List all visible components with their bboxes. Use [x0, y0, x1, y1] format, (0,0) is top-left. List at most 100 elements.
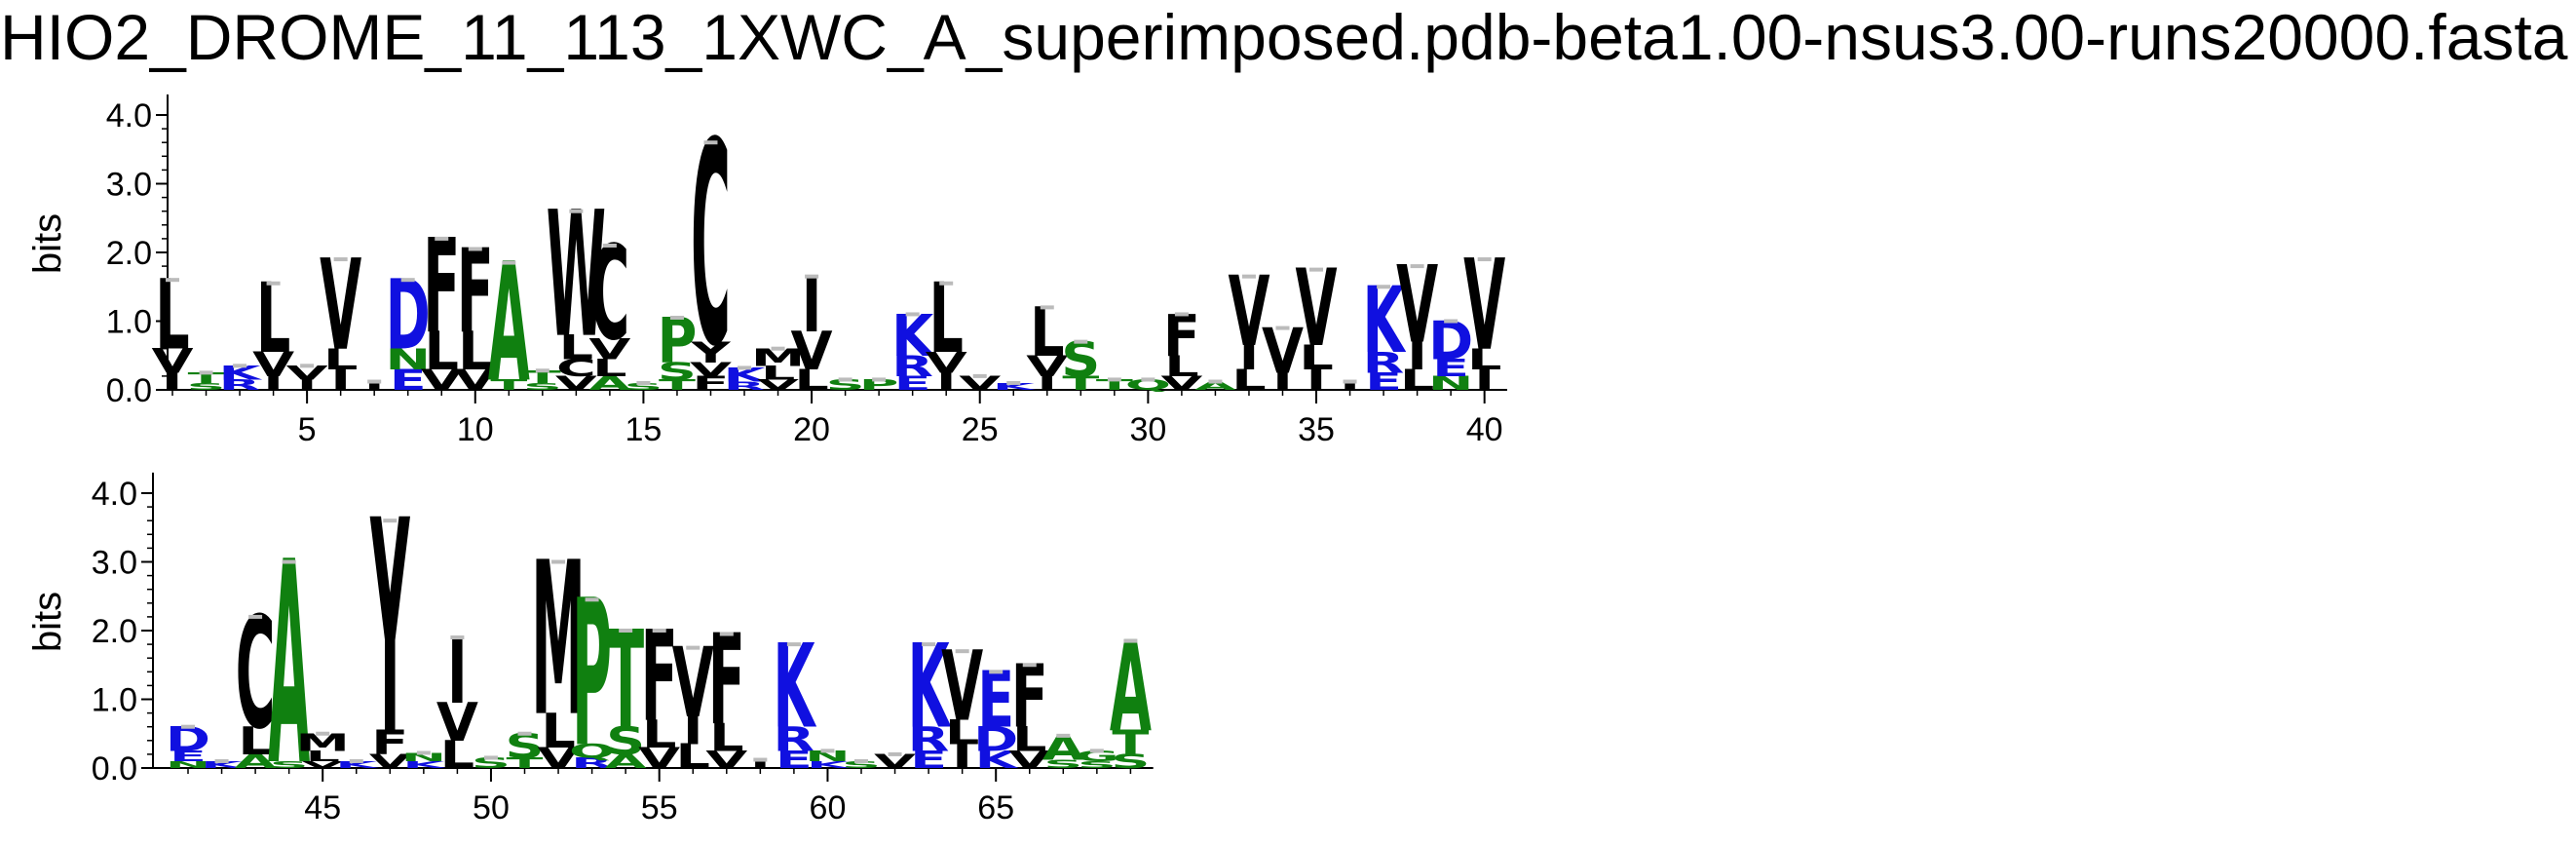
logo-letter-P: P — [572, 557, 612, 792]
logo-letter-S: S — [472, 754, 511, 771]
logo-letter-E: E — [894, 372, 931, 395]
logo-letter-L: L — [945, 712, 979, 751]
logo-letter-L: L — [458, 320, 492, 381]
error-bar — [416, 750, 431, 755]
logo-letter-V: V — [436, 691, 479, 752]
logo-letter-A: A — [588, 372, 631, 395]
error-bar — [282, 559, 296, 564]
error-bar — [450, 635, 465, 640]
error-bar — [266, 281, 281, 286]
logo-letter-V: V — [151, 341, 193, 380]
logo-letter-S: S — [842, 759, 881, 770]
x-tick-label: 25 — [962, 411, 999, 448]
logo-letter-S: S — [826, 376, 865, 393]
logo-letter-S: S — [606, 719, 645, 764]
error-bar — [1275, 326, 1290, 330]
logo-letter-L: L — [238, 719, 272, 764]
error-bar — [703, 140, 718, 145]
error-bar — [838, 377, 852, 382]
logo-letter-K: K — [219, 362, 263, 384]
error-bar — [1074, 339, 1088, 344]
x-tick-label: 10 — [457, 411, 494, 448]
logo-letter-I: I — [936, 368, 957, 397]
logo-letter-L: L — [794, 364, 828, 398]
logo-letter-V: V — [538, 742, 581, 776]
error-bar — [602, 243, 617, 248]
logo-letter-K: K — [993, 381, 1038, 392]
y-tick-label: 0.0 — [106, 372, 152, 409]
error-bar — [502, 260, 516, 265]
logo-letter-I: I — [447, 619, 468, 725]
logo-letter-L: L — [1299, 338, 1333, 377]
x-tick-label: 50 — [473, 789, 510, 826]
logo-letter-S: S — [624, 381, 663, 392]
logo-letter-L: L — [761, 362, 795, 384]
logo-letter-V: V — [690, 358, 733, 380]
logo-letter-L: L — [323, 343, 358, 377]
logo-letter-T: T — [1096, 376, 1133, 393]
error-bar — [316, 731, 330, 736]
logo-letter-L: L — [541, 704, 575, 759]
y-axis-label: bits — [26, 213, 69, 274]
logo-letter-I: I — [297, 376, 318, 393]
logo-letter-L: L — [425, 320, 459, 381]
error-bar — [1343, 379, 1357, 384]
logo-letter-I: I — [330, 364, 351, 398]
logo-letter-T: T — [607, 601, 644, 758]
logo-letter-N: N — [805, 748, 851, 764]
error-bar — [636, 380, 651, 385]
error-bar — [939, 281, 954, 286]
logo-letter-L: L — [1012, 719, 1046, 758]
logo-letter-L: L — [155, 260, 189, 372]
error-bar — [367, 379, 382, 384]
error-bar — [517, 731, 532, 736]
error-bar — [300, 364, 315, 368]
logo-letter-K: K — [201, 759, 246, 770]
logo-letter-V: V — [791, 320, 834, 381]
x-tick-label: 65 — [977, 789, 1014, 826]
logo-letter-N: N — [385, 343, 431, 377]
y-axis-label: bits — [26, 592, 69, 652]
logo-letter-C: C — [691, 83, 731, 407]
logo-letter-V: V — [926, 346, 968, 380]
logo-letter-P: P — [859, 376, 899, 393]
logo-letter-F: F — [423, 211, 460, 363]
logo-letter-S: S — [523, 381, 562, 392]
logo-letter-L: L — [592, 355, 626, 383]
error-bar — [383, 519, 398, 523]
logo-letter-E: E — [910, 747, 947, 775]
error-bar — [955, 649, 969, 654]
error-bar — [753, 757, 768, 762]
error-bar — [805, 274, 819, 279]
y-tick-label: 3.0 — [92, 545, 137, 582]
logo-letter-E: E — [390, 364, 427, 398]
error-bar — [854, 758, 868, 763]
logo-letter-I: I — [1474, 364, 1495, 398]
logo-letter-A: A — [1194, 379, 1236, 393]
logo-letter-A: A — [605, 750, 648, 773]
logo-letter-N: N — [1428, 372, 1474, 395]
error-bar — [333, 257, 348, 262]
logo-letter-A: A — [1110, 615, 1152, 760]
logo-letter-I: I — [802, 261, 822, 350]
logo-letter-V: V — [705, 747, 748, 775]
logo-letter-L: L — [642, 712, 676, 757]
y-tick-label: 4.0 — [106, 97, 152, 134]
logo-letter-S: S — [658, 358, 697, 386]
error-bar — [551, 559, 566, 564]
y-tick-label: 1.0 — [92, 682, 137, 719]
logo-letter-A: A — [488, 229, 530, 419]
logo-letter-I: I — [683, 709, 703, 753]
logo-letter-T: T — [490, 376, 527, 393]
error-bar — [905, 312, 920, 317]
error-bar — [1208, 379, 1223, 384]
y-tick-label: 2.0 — [106, 235, 152, 272]
error-bar — [669, 315, 684, 320]
error-bar — [1444, 319, 1458, 324]
error-bar — [738, 365, 752, 370]
logo-letter-V: V — [369, 750, 412, 773]
logo-letter-S: S — [1078, 759, 1117, 770]
x-tick-label: 35 — [1298, 411, 1335, 448]
logo-letter-F: F — [708, 608, 745, 753]
